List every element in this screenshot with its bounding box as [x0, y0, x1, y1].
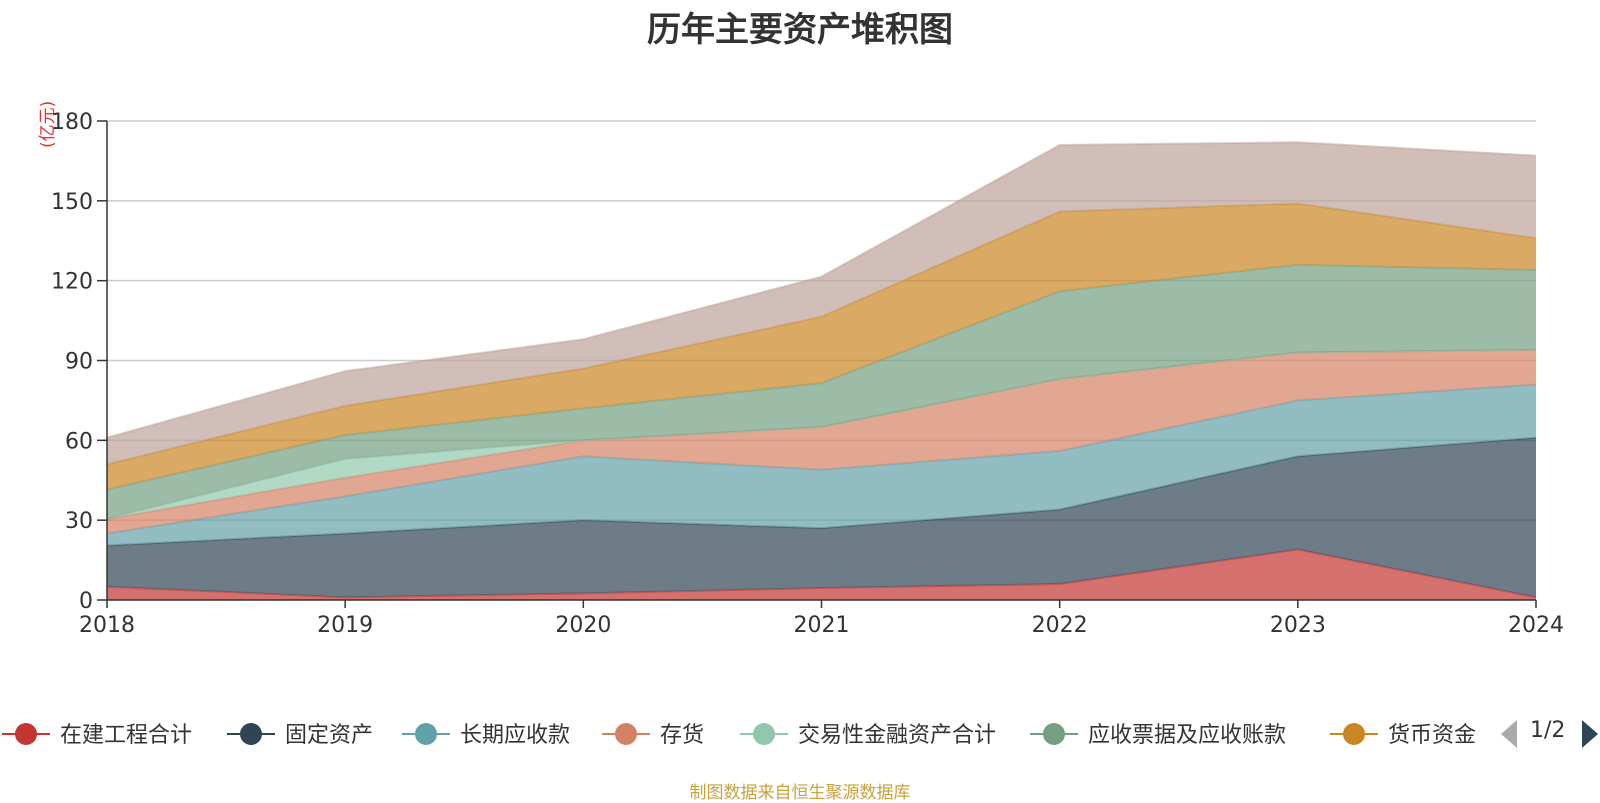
pager-next-icon[interactable] — [1582, 720, 1598, 748]
legend-item-5[interactable]: 应收票据及应收账款 — [1030, 723, 1286, 748]
area-series — [106, 141, 1537, 600]
legend-marker-icon — [753, 723, 775, 745]
axes: 0 30 60 90 120 150 180 2018 2019 2020 2021 2022 2023… — [51, 110, 1564, 638]
y-tick-label: 90 — [65, 350, 93, 375]
y-tick-label: 0 — [79, 589, 93, 614]
pager-text: 1/2 — [1530, 718, 1566, 743]
legend-label: 货币资金 — [1388, 723, 1476, 748]
chart-title: 历年主要资产堆积图 — [647, 10, 953, 50]
legend-marker-icon — [240, 723, 262, 745]
legend-marker-icon — [1043, 723, 1065, 745]
legend-label: 交易性金融资产合计 — [798, 723, 996, 748]
legend-marker-icon — [615, 723, 637, 745]
legend-marker-icon — [15, 723, 37, 745]
x-tick-label: 2024 — [1508, 613, 1564, 638]
x-tick-label: 2021 — [794, 613, 850, 638]
legend-item-3[interactable]: 存货 — [602, 723, 704, 748]
legend-label: 应收票据及应收账款 — [1088, 723, 1286, 748]
x-tick-label: 2018 — [79, 613, 135, 638]
legend-pager[interactable] — [1501, 720, 1598, 748]
legend-marker-icon — [415, 723, 437, 745]
legend-item-0[interactable]: 在建工程合计 — [2, 723, 192, 748]
x-tick-label: 2022 — [1032, 613, 1088, 638]
area-series-5 — [107, 264, 1536, 519]
area-series-3 — [107, 349, 1536, 534]
area-series-6 — [107, 203, 1536, 490]
x-tick-label: 2019 — [317, 613, 373, 638]
y-tick-label: 120 — [51, 270, 93, 295]
legend-item-6[interactable]: 货币资金 — [1330, 723, 1476, 748]
area-series-1 — [107, 437, 1536, 598]
area-series-7 — [107, 142, 1536, 465]
legend-item-1[interactable]: 固定资产 — [227, 723, 373, 748]
legend-marker-icon — [1343, 723, 1365, 745]
area-series-2 — [107, 384, 1536, 546]
legend-item-4[interactable]: 交易性金融资产合计 — [740, 723, 996, 748]
legend-label: 长期应收款 — [460, 723, 570, 748]
y-tick-label: 60 — [65, 429, 93, 454]
legend-label: 存货 — [660, 723, 704, 748]
legend-item-2[interactable]: 长期应收款 — [402, 723, 570, 748]
legend-label: 在建工程合计 — [60, 723, 192, 748]
area-top-line-7 — [106, 141, 1537, 439]
y-tick-label: 30 — [65, 509, 93, 534]
legend[interactable]: 在建工程合计 固定资产 长期应收款 存货 交易性金融资产合计 应收票据及应收账款 货币资金 — [2, 723, 1476, 748]
data-source: 制图数据来自恒生聚源数据库 — [689, 783, 911, 803]
legend-label: 固定资产 — [285, 723, 373, 748]
y-tick-label: 180 — [51, 110, 93, 135]
area-series-0 — [107, 549, 1536, 600]
x-tick-label: 2020 — [555, 613, 611, 638]
y-tick-label: 150 — [51, 190, 93, 215]
x-tick-label: 2023 — [1270, 613, 1326, 638]
pager-prev-icon[interactable] — [1501, 720, 1517, 748]
